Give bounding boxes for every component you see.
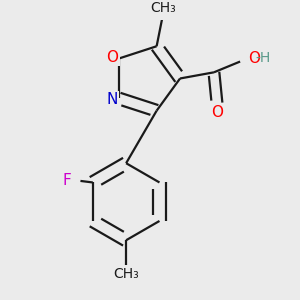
Text: O: O: [106, 50, 119, 64]
Text: F: F: [62, 173, 71, 188]
Text: O: O: [248, 51, 260, 66]
Text: CH₃: CH₃: [113, 267, 139, 281]
Text: N: N: [107, 92, 118, 107]
Text: CH₃: CH₃: [150, 1, 176, 15]
Text: -H: -H: [256, 52, 271, 65]
Text: O: O: [211, 105, 223, 120]
